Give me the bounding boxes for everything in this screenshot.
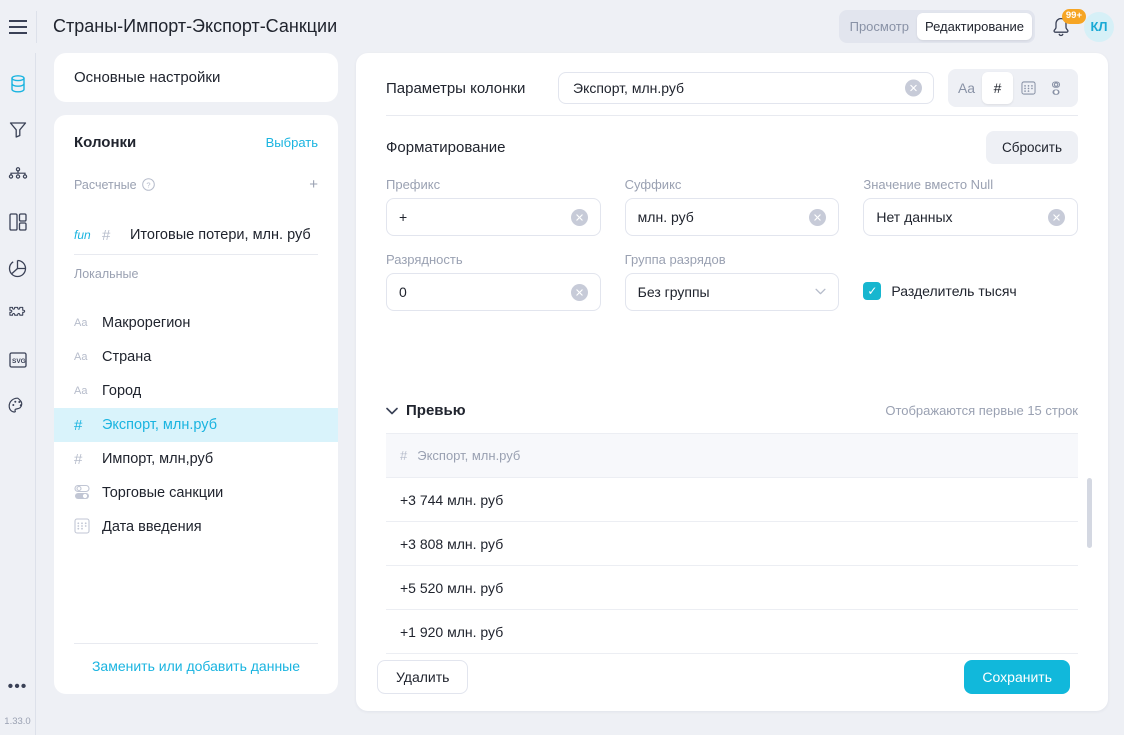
svg-text:?: ? <box>146 180 150 189</box>
svg-text:SVG: SVG <box>12 358 26 365</box>
